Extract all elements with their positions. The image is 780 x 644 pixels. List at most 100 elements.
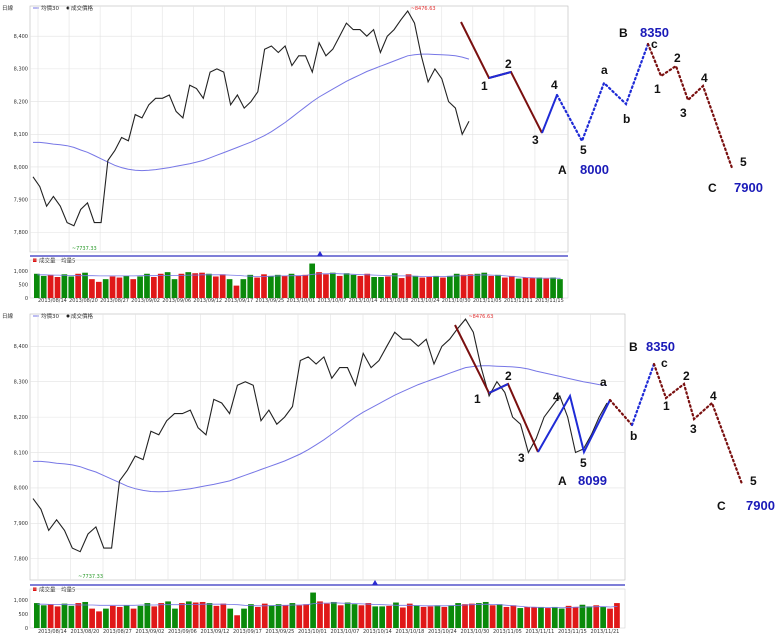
y-tick-label: 8,400 [14, 34, 28, 40]
volume-bar [241, 608, 247, 628]
x-tick-label: 2013/08/27 [100, 298, 129, 304]
volume-bar [220, 603, 227, 628]
wave-label: 1 [474, 392, 481, 406]
volume-bar [171, 279, 178, 298]
wave-path-forecast [630, 362, 656, 427]
volume-bar [378, 277, 384, 298]
volume-bar [565, 605, 572, 628]
wave-label: 3 [532, 133, 539, 147]
volume-bar [372, 606, 379, 628]
volume-bar [386, 605, 392, 628]
x-tick-label: 2013/11/15 [535, 298, 564, 304]
volume-bar [61, 274, 68, 298]
volume-bar [275, 604, 282, 628]
volume-bar [254, 606, 261, 628]
price-plot-frame [29, 5, 569, 253]
volume-bar [543, 278, 550, 298]
wave-label: 4 [710, 389, 717, 403]
panel-corner-label: 日線 [2, 312, 14, 320]
target-value: 8000 [580, 162, 609, 177]
volume-bar [343, 273, 350, 298]
volume-bar [467, 274, 474, 298]
y-tick-label: 7,800 [14, 557, 28, 563]
volume-bar [123, 275, 130, 298]
volume-bar [233, 285, 240, 298]
wave-label: a [601, 63, 608, 77]
volume-bar [453, 273, 460, 298]
x-tick-label: 2013/09/25 [255, 298, 284, 304]
price-line [32, 318, 608, 553]
y-tick-label: 8,100 [14, 132, 28, 138]
volume-avg-line [37, 273, 561, 279]
x-tick-label: 2013/09/12 [193, 298, 222, 304]
volume-bar [199, 601, 206, 628]
panel-corner-label: 日線 [2, 4, 14, 12]
volume-bar [172, 608, 178, 628]
volume-bar [254, 277, 260, 298]
volume-y-tick: 1,000 [14, 269, 28, 275]
wave-label: B [619, 26, 628, 40]
wave-label: 2 [505, 57, 512, 71]
volume-bar [419, 277, 426, 298]
volume-bar [151, 606, 158, 628]
volume-bar [413, 605, 420, 628]
y-tick-label: 8,300 [14, 67, 28, 73]
volume-bar [179, 603, 185, 628]
volume-bar [68, 276, 75, 298]
wave-label: 1 [663, 399, 670, 413]
volume-bar [226, 279, 233, 298]
volume-bar [40, 605, 47, 628]
volume-bar [586, 606, 593, 628]
volume-bar [144, 273, 150, 298]
volume-bar [440, 277, 446, 298]
volume-bar [558, 608, 565, 628]
x-tick-label: 2013/10/24 [411, 298, 440, 304]
volume-bar [116, 606, 123, 628]
volume-bar [247, 274, 254, 298]
volume-bar [309, 263, 316, 298]
volume-bar [164, 272, 171, 298]
target-value: 8099 [578, 473, 607, 488]
x-tick-label: 2013/11/11 [504, 298, 533, 304]
volume-bar [227, 608, 234, 628]
volume-bar [302, 274, 309, 298]
volume-bar [420, 606, 427, 628]
volume-bar [219, 274, 226, 298]
wave-label: 1 [654, 82, 661, 96]
wave-label: A [558, 163, 567, 177]
x-tick-label: 2013/08/20 [71, 629, 100, 635]
volume-bar [536, 277, 543, 298]
volume-bar [310, 592, 316, 628]
volume-bar [427, 606, 434, 628]
volume-bar [47, 274, 54, 298]
volume-bar [34, 273, 40, 298]
volume-bar [358, 605, 365, 628]
x-tick-label: 2013/10/01 [286, 298, 315, 304]
wave-label: 2 [505, 369, 512, 383]
x-tick-label: 2013/10/18 [396, 629, 425, 635]
target-value: 8350 [646, 339, 675, 354]
volume-bar [379, 606, 385, 628]
y-tick-label: 7,900 [14, 197, 28, 203]
volume-bar [89, 608, 95, 628]
wave-path-forecast [646, 42, 734, 170]
volume-bar [600, 606, 606, 628]
volume-bar [158, 603, 165, 628]
legend-entry-price: 成交價格 [71, 4, 94, 12]
volume-legend-avg: 均量5 [61, 257, 76, 265]
x-tick-label: 2013/10/14 [363, 629, 392, 635]
y-tick-label: 8,000 [14, 486, 28, 492]
volume-bar [261, 274, 267, 298]
volume-bar [212, 276, 219, 298]
volume-bar [517, 608, 524, 628]
volume-bar [206, 603, 213, 628]
volume-bar [551, 606, 558, 628]
volume-bar [40, 275, 47, 298]
volume-bar [89, 279, 95, 298]
volume-bar [324, 603, 330, 628]
volume-bar [489, 605, 496, 628]
volume-bar [317, 601, 323, 628]
volume-bar [371, 277, 377, 298]
volume-legend-volume: 成交量 [39, 257, 56, 265]
